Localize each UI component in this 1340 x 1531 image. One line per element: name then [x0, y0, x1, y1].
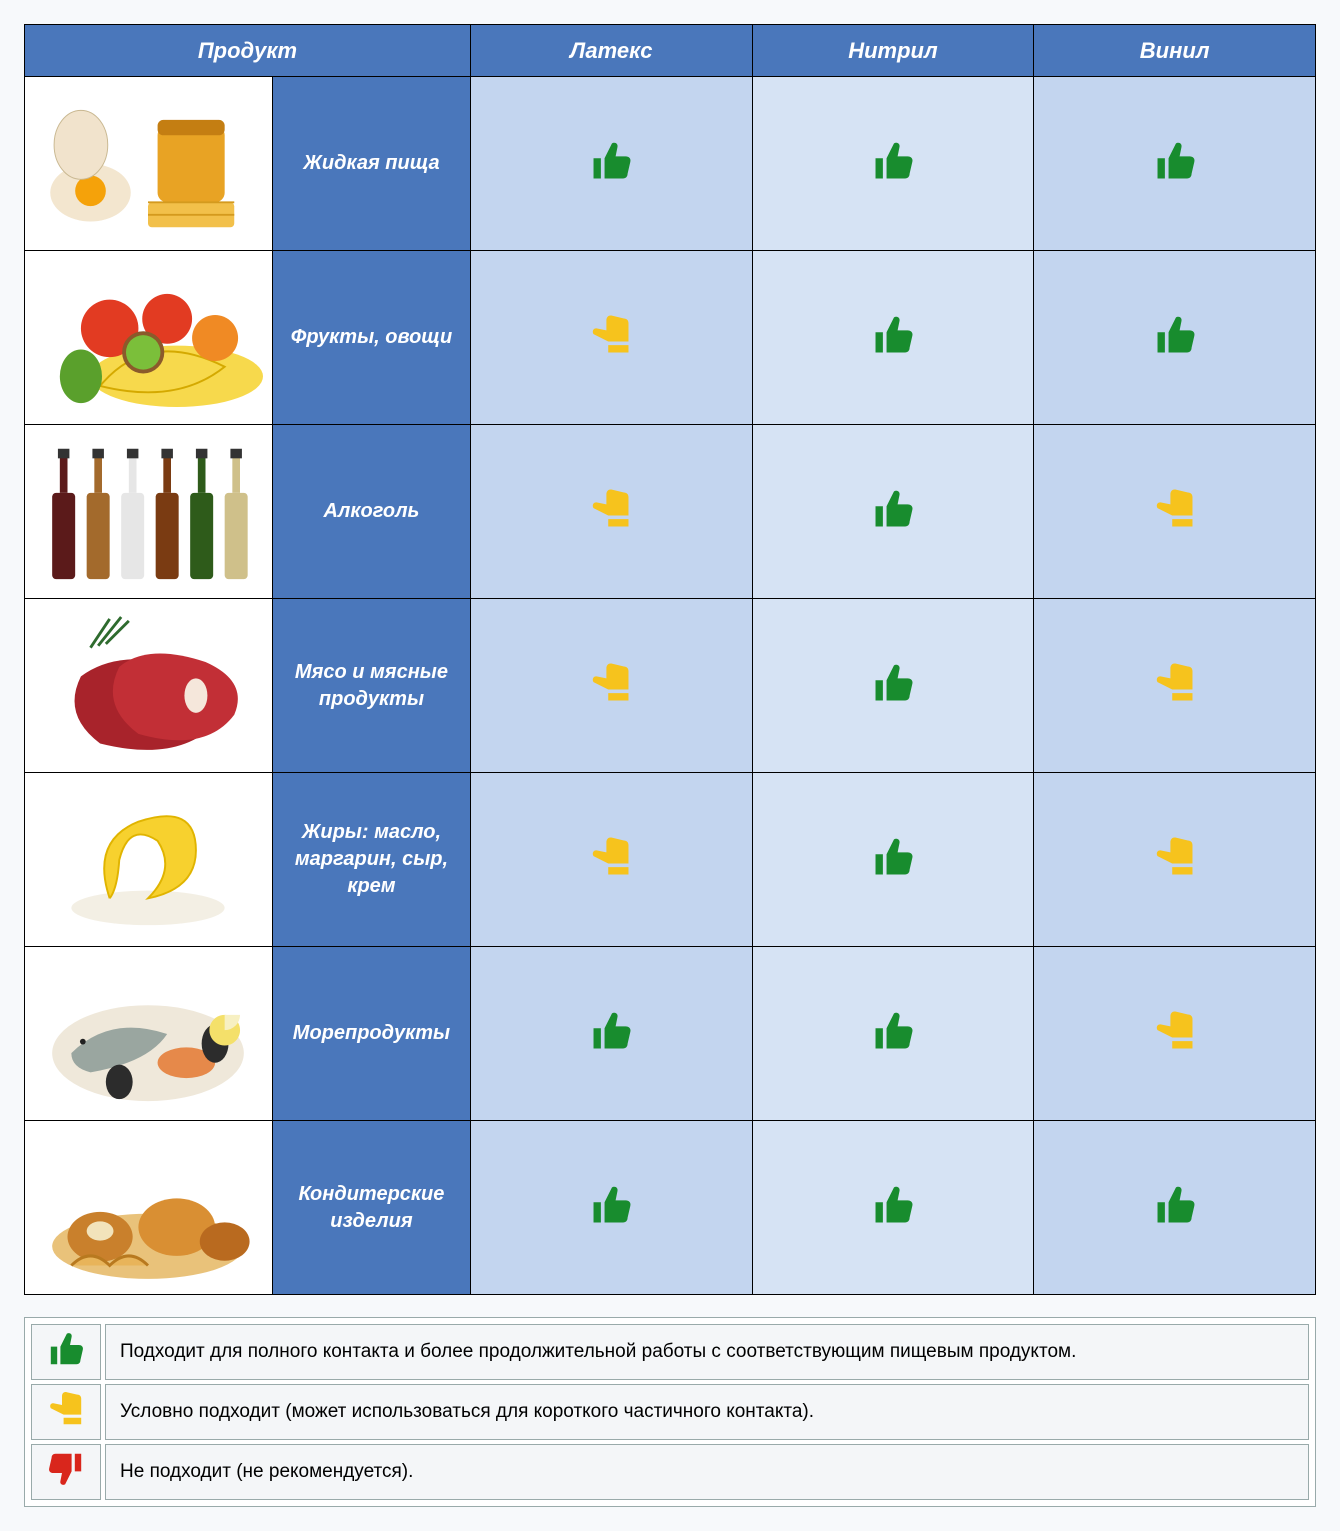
bottles-image [25, 425, 273, 599]
legend-text: Не подходит (не рекомендуется). [105, 1444, 1309, 1500]
thumb-good-icon [870, 138, 916, 184]
table-body: Жидкая пищаФрукты, овощиАлкогольМясо и м… [25, 77, 1316, 1295]
table-row: Фрукты, овощи [25, 251, 1316, 425]
table-row: Мясо и мясные продукты [25, 599, 1316, 773]
legend-icon-cell [31, 1324, 101, 1380]
rating-meat-latex [470, 599, 752, 773]
thumb-good-icon [870, 1008, 916, 1054]
rating-fats-latex [470, 773, 752, 947]
legend-table: Подходит для полного контакта и более пр… [24, 1317, 1316, 1507]
fruits-veggies-image [25, 251, 273, 425]
row-label: Морепродукты [272, 947, 470, 1121]
table-row: Морепродукты [25, 947, 1316, 1121]
rating-liquid-vinyl [1034, 77, 1316, 251]
row-label: Жиры: масло, маргарин, сыр, крем [272, 773, 470, 947]
thumb-good-icon [588, 1008, 634, 1054]
compatibility-table: Продукт Латекс Нитрил Винил Жидкая пищаФ… [24, 24, 1316, 1295]
rating-bakery-nitrile [752, 1121, 1034, 1295]
thumb-partial-icon [588, 312, 634, 358]
thumb-partial-icon [46, 1389, 86, 1429]
col-nitrile: Нитрил [752, 25, 1034, 77]
seafood-image [25, 947, 273, 1121]
row-label: Алкоголь [272, 425, 470, 599]
rating-bakery-vinyl [1034, 1121, 1316, 1295]
rating-meat-vinyl [1034, 599, 1316, 773]
row-label: Фрукты, овощи [272, 251, 470, 425]
thumb-good-icon [1152, 312, 1198, 358]
row-label: Жидкая пища [272, 77, 470, 251]
legend-text: Условно подходит (может использоваться д… [105, 1384, 1309, 1440]
thumb-partial-icon [1152, 486, 1198, 532]
thumb-partial-icon [1152, 834, 1198, 880]
col-latex: Латекс [470, 25, 752, 77]
row-label: Мясо и мясные продукты [272, 599, 470, 773]
thumb-good-icon [870, 486, 916, 532]
rating-fats-vinyl [1034, 773, 1316, 947]
thumb-good-icon [870, 660, 916, 706]
table-row: Кондитерские изделия [25, 1121, 1316, 1295]
food-icon [29, 777, 268, 942]
row-label: Кондитерские изделия [272, 1121, 470, 1295]
raw-meat-image [25, 599, 273, 773]
rating-bakery-latex [470, 1121, 752, 1295]
legend-row: Условно подходит (может использоваться д… [31, 1384, 1309, 1440]
rating-alcohol-vinyl [1034, 425, 1316, 599]
food-icon [29, 255, 268, 420]
col-product: Продукт [25, 25, 471, 77]
pastry-image [25, 1121, 273, 1295]
thumb-good-icon [1152, 1182, 1198, 1228]
food-icon [29, 81, 268, 246]
table-row: Алкоголь [25, 425, 1316, 599]
table-row: Жидкая пища [25, 77, 1316, 251]
thumb-partial-icon [588, 486, 634, 532]
rating-produce-vinyl [1034, 251, 1316, 425]
thumb-good-icon [870, 834, 916, 880]
rating-produce-latex [470, 251, 752, 425]
legend-row: Не подходит (не рекомендуется). [31, 1444, 1309, 1500]
rating-meat-nitrile [752, 599, 1034, 773]
rating-seafood-latex [470, 947, 752, 1121]
table-row: Жиры: масло, маргарин, сыр, крем [25, 773, 1316, 947]
thumb-good-icon [588, 1182, 634, 1228]
legend-text: Подходит для полного контакта и более пр… [105, 1324, 1309, 1380]
rating-fats-nitrile [752, 773, 1034, 947]
thumb-bad-icon [46, 1449, 86, 1489]
thumb-good-icon [870, 1182, 916, 1228]
rating-liquid-latex [470, 77, 752, 251]
rating-alcohol-nitrile [752, 425, 1034, 599]
thumb-good-icon [870, 312, 916, 358]
legend-row: Подходит для полного контакта и более пр… [31, 1324, 1309, 1380]
rating-seafood-nitrile [752, 947, 1034, 1121]
butter-image [25, 773, 273, 947]
thumb-good-icon [1152, 138, 1198, 184]
rating-produce-nitrile [752, 251, 1034, 425]
rating-liquid-nitrile [752, 77, 1034, 251]
header-row: Продукт Латекс Нитрил Винил [25, 25, 1316, 77]
food-icon [29, 951, 268, 1116]
rating-alcohol-latex [470, 425, 752, 599]
eggs-honey-image [25, 77, 273, 251]
rating-seafood-vinyl [1034, 947, 1316, 1121]
thumb-good-icon [588, 138, 634, 184]
legend-icon-cell [31, 1444, 101, 1500]
food-icon [29, 1125, 268, 1290]
food-icon [29, 603, 268, 768]
thumb-partial-icon [1152, 660, 1198, 706]
thumb-partial-icon [588, 834, 634, 880]
food-icon [29, 429, 268, 594]
thumb-good-icon [46, 1329, 86, 1369]
thumb-partial-icon [1152, 1008, 1198, 1054]
legend-icon-cell [31, 1384, 101, 1440]
col-vinyl: Винил [1034, 25, 1316, 77]
thumb-partial-icon [588, 660, 634, 706]
legend-body: Подходит для полного контакта и более пр… [31, 1324, 1309, 1500]
